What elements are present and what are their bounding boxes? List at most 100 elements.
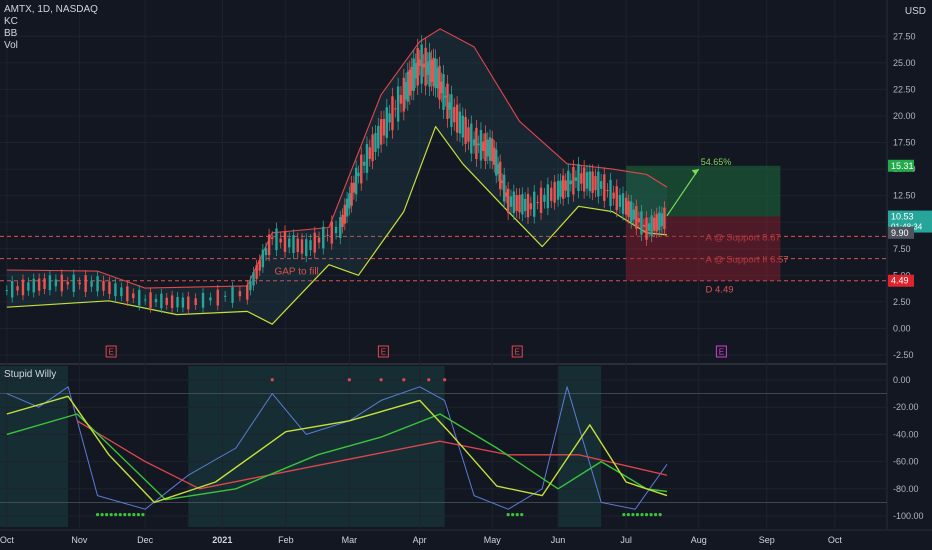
candle-body <box>432 57 435 87</box>
candle-body <box>630 201 633 223</box>
oversold-dot <box>95 513 100 517</box>
candle-body <box>187 296 190 310</box>
candle-body <box>652 217 656 231</box>
candle-body <box>446 83 449 120</box>
candle-body <box>143 299 147 301</box>
oversold-dot <box>626 513 630 517</box>
candle-body <box>252 272 255 286</box>
indicator-bb[interactable]: BB <box>4 28 18 39</box>
stop-price-tag-bg <box>888 274 914 287</box>
candle-body <box>216 289 219 306</box>
oscillator-tick-label: -80.00 <box>893 484 919 494</box>
earnings-marker <box>715 345 727 358</box>
candle-body <box>521 194 524 215</box>
candle-body <box>261 249 265 268</box>
candle-body <box>512 191 516 214</box>
oversold-dot <box>118 513 122 517</box>
candle-body <box>48 275 52 291</box>
symbol-legend[interactable]: AMTX, 1D, NASDAQ KC BB Vol <box>4 4 98 52</box>
candle-body <box>209 297 212 301</box>
oversold-dot <box>511 513 515 517</box>
candle-body <box>663 207 666 230</box>
candle-body <box>410 66 413 91</box>
candle-body <box>16 286 19 291</box>
overbought-dot <box>347 378 351 382</box>
candle-body <box>317 237 321 243</box>
oversold-dot <box>649 513 653 517</box>
candle-body <box>442 74 445 110</box>
candle-body <box>37 278 41 291</box>
candle-body <box>305 239 308 257</box>
candle-body <box>470 123 473 154</box>
candle-body <box>647 223 651 231</box>
price-tick-label: -2.50 <box>893 350 914 360</box>
candle-body <box>149 292 152 308</box>
candle-body <box>258 259 261 271</box>
candle-body <box>556 180 560 200</box>
candle-body <box>132 293 135 299</box>
oscillator-title[interactable]: Stupid Willy <box>4 369 57 380</box>
candle-body <box>138 289 141 306</box>
oversold-dot <box>132 513 136 517</box>
oversold-dot <box>520 513 524 517</box>
candle-body <box>165 297 168 305</box>
oscillator-tick-label: -20.00 <box>893 402 919 412</box>
target-arrowhead <box>691 169 699 176</box>
candle-body <box>160 293 163 309</box>
candle-body <box>402 77 406 112</box>
candle-body <box>365 144 369 173</box>
candle-body <box>650 215 653 236</box>
candle-body <box>546 184 550 209</box>
candle-body <box>499 161 502 190</box>
candle-body <box>461 115 464 138</box>
time-tick-label: Sep <box>759 535 775 545</box>
time-tick-label: Mar <box>342 535 358 545</box>
candle-body <box>484 133 487 162</box>
candle-body <box>43 278 46 290</box>
symbol-title[interactable]: AMTX, 1D, NASDAQ <box>4 4 98 15</box>
oscillator-tick-label: -40.00 <box>893 429 919 439</box>
indicator-kc[interactable]: KC <box>4 16 18 27</box>
oversold-dot <box>640 513 644 517</box>
candle-body <box>467 127 470 142</box>
candle-body <box>526 193 530 218</box>
candle-body <box>618 194 622 207</box>
oversold-dot <box>635 513 640 517</box>
candle-body <box>553 181 556 203</box>
candle-body <box>422 63 425 68</box>
candle-body <box>561 175 565 199</box>
candle-body <box>420 44 423 84</box>
earnings-marker-label: E <box>719 348 724 357</box>
candle-body <box>271 237 274 240</box>
candle-body <box>424 47 427 86</box>
candle-body <box>536 202 539 204</box>
oversold-dot <box>631 513 635 517</box>
candle-body <box>326 234 329 236</box>
candle-body <box>309 240 312 251</box>
candle-body <box>523 198 527 211</box>
oscillator-legend[interactable]: Stupid Willy <box>4 369 56 381</box>
price-tick-label: 12.50 <box>893 191 916 201</box>
oversold-dot <box>622 513 626 517</box>
candle-body <box>506 188 510 214</box>
candle-body <box>481 141 485 151</box>
candle-body <box>615 186 618 211</box>
candle-body <box>495 149 498 176</box>
candle-body <box>436 67 439 89</box>
candle-body <box>591 171 594 193</box>
candle-body <box>371 134 374 162</box>
candle-body <box>582 167 586 192</box>
indicator-vol[interactable]: Vol <box>4 40 18 51</box>
oscillator-trend-line <box>76 420 668 490</box>
price-tick-label: 2.50 <box>893 297 911 307</box>
candle-body <box>126 286 129 302</box>
oversold-dot <box>114 513 118 517</box>
candle-body <box>249 280 252 291</box>
candle-body <box>90 280 93 287</box>
candle-body <box>357 172 360 177</box>
candle-body <box>231 287 234 303</box>
overbought-dot <box>379 378 383 382</box>
candle-body <box>396 86 400 122</box>
oversold-dot <box>506 513 510 517</box>
earnings-marker-label: E <box>515 348 520 357</box>
